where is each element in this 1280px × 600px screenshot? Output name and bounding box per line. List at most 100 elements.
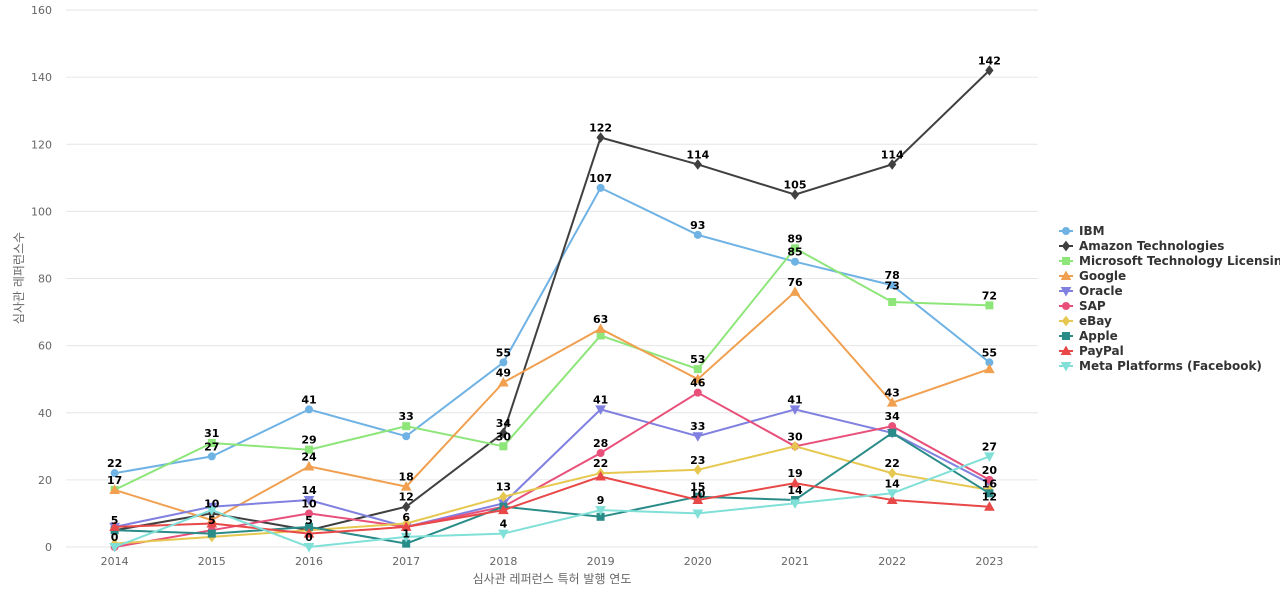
data-point[interactable] — [595, 405, 606, 415]
data-point[interactable] — [109, 521, 120, 531]
data-point[interactable] — [595, 470, 606, 481]
data-point[interactable] — [595, 323, 606, 333]
legend-item[interactable]: Oracle — [1059, 284, 1123, 298]
data-point[interactable] — [402, 422, 411, 431]
data-point[interactable] — [303, 496, 315, 506]
series-line[interactable] — [114, 408, 990, 528]
legend-item[interactable]: PayPal — [1059, 344, 1124, 358]
data-point[interactable] — [596, 449, 605, 458]
data-label: 41 — [301, 393, 316, 406]
data-point[interactable] — [499, 427, 508, 439]
data-point[interactable] — [402, 432, 411, 441]
data-point[interactable] — [692, 432, 704, 442]
data-label: 22 — [107, 457, 122, 470]
data-point[interactable] — [499, 358, 508, 367]
data-point[interactable] — [400, 521, 412, 531]
data-point[interactable] — [985, 489, 994, 498]
data-point[interactable] — [888, 281, 897, 290]
data-point[interactable] — [693, 464, 702, 476]
legend-item[interactable]: Meta Platforms (Facebook) — [1059, 359, 1262, 373]
data-point[interactable] — [498, 529, 509, 540]
data-point[interactable] — [888, 428, 897, 437]
data-point[interactable] — [498, 504, 509, 515]
data-point[interactable] — [499, 491, 508, 502]
data-point[interactable] — [888, 422, 897, 431]
series-line[interactable] — [114, 69, 991, 532]
data-point[interactable] — [985, 65, 994, 76]
data-label: 63 — [593, 313, 608, 326]
y-tick-label: 120 — [31, 138, 52, 151]
data-label: 27 — [204, 440, 219, 453]
data-point[interactable] — [207, 438, 216, 447]
legend-item[interactable]: Apple — [1059, 329, 1118, 343]
data-point[interactable] — [886, 494, 898, 505]
data-point[interactable] — [791, 257, 799, 266]
data-point[interactable] — [692, 373, 704, 384]
data-point[interactable] — [303, 543, 315, 553]
data-point[interactable] — [789, 477, 801, 488]
data-point[interactable] — [984, 363, 995, 374]
data-point[interactable] — [693, 365, 702, 374]
data-point[interactable] — [402, 501, 411, 513]
data-point[interactable] — [886, 397, 898, 407]
data-point[interactable] — [888, 159, 897, 170]
data-point[interactable] — [596, 132, 605, 143]
data-point[interactable] — [206, 506, 218, 516]
data-point[interactable] — [886, 489, 898, 499]
data-point[interactable] — [888, 297, 897, 306]
data-point[interactable] — [789, 499, 801, 509]
series-line[interactable] — [114, 186, 991, 475]
data-point[interactable] — [693, 230, 702, 239]
data-point[interactable] — [305, 405, 313, 414]
data-point[interactable] — [888, 467, 897, 479]
legend-item[interactable]: IBM — [1059, 224, 1105, 238]
data-point[interactable] — [303, 528, 315, 538]
data-point[interactable] — [693, 388, 702, 397]
data-point[interactable] — [498, 377, 509, 387]
legend-item[interactable]: Microsoft Technology Licensing — [1059, 254, 1280, 268]
data-point[interactable] — [985, 301, 994, 310]
data-point[interactable] — [400, 532, 412, 543]
data-point[interactable] — [985, 475, 994, 484]
data-point[interactable] — [692, 494, 704, 505]
data-point[interactable] — [400, 481, 412, 491]
series-line[interactable] — [114, 391, 990, 548]
data-point[interactable] — [206, 517, 218, 528]
data-point[interactable] — [207, 452, 216, 461]
data-point[interactable] — [984, 501, 995, 511]
series-line[interactable] — [114, 247, 990, 491]
data-point[interactable] — [789, 286, 801, 296]
series-line[interactable] — [114, 290, 990, 522]
series-line[interactable] — [114, 431, 990, 545]
data-label: 14 — [787, 484, 803, 497]
series-line[interactable] — [114, 445, 990, 545]
data-point[interactable] — [789, 405, 801, 415]
data-point[interactable] — [109, 543, 120, 553]
data-point[interactable] — [305, 445, 313, 454]
data-point[interactable] — [596, 331, 605, 340]
data-point[interactable] — [499, 442, 508, 451]
data-point[interactable] — [110, 469, 119, 478]
data-point[interactable] — [595, 506, 606, 516]
data-point[interactable] — [596, 183, 605, 192]
legend-item[interactable]: eBay — [1059, 314, 1112, 328]
data-point[interactable] — [207, 529, 216, 538]
series-microsoft-technology-licensing — [110, 244, 994, 494]
data-point[interactable] — [790, 440, 800, 452]
legend-item[interactable]: Google — [1059, 269, 1126, 283]
data-point[interactable] — [791, 244, 799, 253]
legend-item[interactable]: SAP — [1059, 299, 1106, 313]
data-point[interactable] — [692, 509, 704, 519]
data-labels: 2217503127105412924141050331812615549343… — [107, 54, 1001, 544]
legend-item[interactable]: Amazon Technologies — [1059, 239, 1224, 253]
data-point[interactable] — [790, 189, 800, 200]
data-point[interactable] — [109, 484, 120, 494]
data-point[interactable] — [984, 452, 995, 462]
data-point[interactable] — [693, 159, 702, 170]
data-label: 5 — [111, 514, 119, 527]
data-point[interactable] — [305, 509, 313, 518]
data-point[interactable] — [303, 460, 315, 471]
series-line[interactable] — [114, 455, 990, 549]
